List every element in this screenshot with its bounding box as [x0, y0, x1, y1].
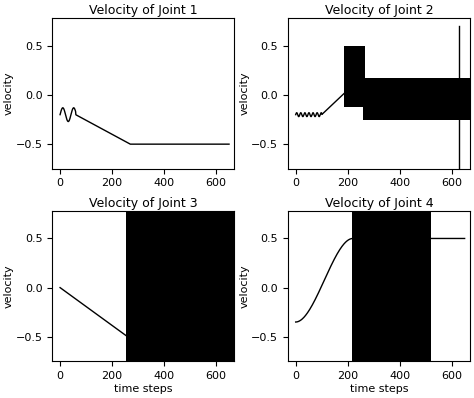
Title: Velocity of Joint 3: Velocity of Joint 3: [89, 197, 198, 210]
X-axis label: time steps: time steps: [350, 384, 408, 394]
X-axis label: time steps: time steps: [114, 384, 173, 394]
Title: Velocity of Joint 2: Velocity of Joint 2: [325, 4, 433, 17]
Bar: [352, 211, 431, 361]
Bar: [363, 78, 470, 119]
Y-axis label: velocity: velocity: [240, 72, 250, 115]
Bar: [344, 46, 365, 107]
Y-axis label: velocity: velocity: [240, 264, 250, 308]
Y-axis label: velocity: velocity: [4, 264, 14, 308]
Title: Velocity of Joint 1: Velocity of Joint 1: [89, 4, 198, 17]
Title: Velocity of Joint 4: Velocity of Joint 4: [325, 197, 433, 210]
Y-axis label: velocity: velocity: [4, 72, 14, 115]
Bar: [127, 211, 234, 361]
